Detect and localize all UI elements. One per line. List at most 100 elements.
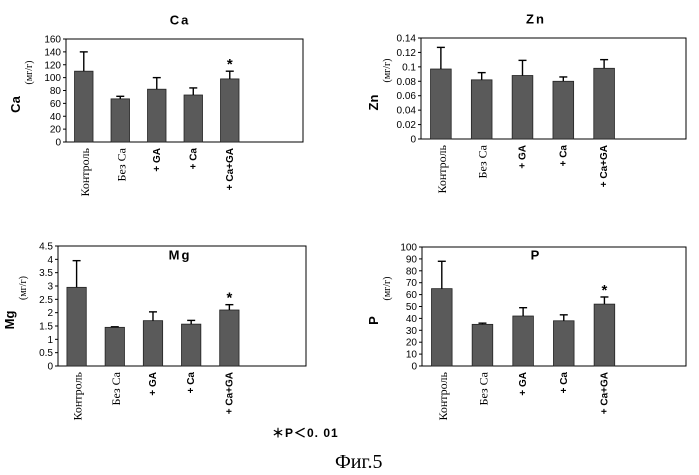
x-category-label: + Ca+GA [599,372,610,414]
significance-star: * [227,56,233,73]
x-category-label: + GA [148,372,159,396]
y-tick-label: 100 [400,243,417,254]
chart-title: P [531,248,542,263]
chart-panel-p: P P (мг/г) 0102030405060708090100 Контроль Бе… [366,243,686,421]
y-tick-label: 20 [406,338,418,349]
bar [594,68,615,139]
y-tick-label: 90 [406,254,418,265]
x-category-label: + Ca [558,145,569,167]
x-category-label: + GA [518,372,529,396]
y-tick-label: 80 [50,86,62,97]
x-category-label: Контроль [436,371,450,420]
x-category-label: + GA [152,148,163,172]
y-axis-label: Zn [366,95,381,111]
y-axis-label: P [366,316,381,325]
y-tick-label: 20 [50,125,62,136]
y-tick-label: 0.1 [402,62,416,73]
y-tick-label: 0 [47,362,53,373]
bar [220,310,239,366]
chart-title: Ca [170,13,191,28]
y-axis-unit: (мг/г) [382,59,393,83]
y-tick-label: 100 [44,73,61,84]
bar [471,80,492,139]
x-category-label: Без Ca [109,371,123,405]
y-tick-label: 3.5 [39,268,53,279]
y-tick-label: 1 [47,335,53,346]
y-tick-label: 70 [406,278,418,289]
figure-caption: Фиг.5 [335,451,382,473]
y-axis-unit: (мг/г) [24,61,35,85]
x-category-label: Без Ca [476,144,490,178]
y-tick-label: 2 [47,308,53,319]
bar [512,76,533,139]
x-category-label: + Ca+GA [599,145,610,187]
bar [67,287,86,366]
chart-panels: CaCa(мг/г)020406080100120140160КонтрольБ… [2,12,686,421]
x-category-label: + Ca [186,372,197,394]
y-tick-label: 0 [410,135,416,146]
x-category-label: Контроль [435,144,449,193]
bar [105,327,124,366]
x-category-label: + GA [517,145,528,169]
x-category-label: Контроль [78,147,92,196]
chart-panel-ca: CaCa(мг/г)020406080100120140160КонтрольБ… [8,13,303,197]
y-tick-label: 30 [406,326,418,337]
y-tick-label: 140 [44,47,61,58]
y-tick-label: 60 [50,99,62,110]
x-category-label: Контроль [71,371,85,420]
y-axis-label: Ca [8,95,23,112]
bar [184,95,202,142]
x-category-label: + Ca+GA [225,148,236,190]
x-category-label: + Ca [188,148,199,170]
chart-title: Mg [169,248,192,263]
chart-panel-mg: MgMg(мг/г)00.511.522.533.544.5КонтрольБе… [2,242,306,421]
bar [148,89,166,142]
y-tick-label: 0.02 [397,120,417,131]
y-tick-label: 80 [406,266,418,277]
bar [472,324,493,366]
y-axis-unit: (мг/г) [382,277,393,301]
y-tick-label: 1.5 [39,322,53,333]
bar [594,304,615,366]
y-tick-label: 0.14 [397,34,417,45]
bar [75,71,93,142]
bar [513,316,534,366]
y-tick-label: 160 [44,35,61,46]
y-tick-label: 0 [411,362,417,373]
x-category-label: Без Ca [114,147,128,181]
y-tick-label: 50 [406,302,418,313]
bar [182,324,201,366]
bar [221,79,239,142]
y-tick-label: 0.04 [397,106,417,117]
y-tick-label: 40 [50,112,62,123]
y-tick-label: 0.08 [397,77,417,88]
chart-panel-zn: ZnZn(мг/г)00.020.040.060.080.10.120.14Ко… [366,12,686,194]
y-axis-unit: (мг/г) [18,276,29,300]
bar [553,81,574,139]
bar [432,289,453,366]
y-tick-label: 3 [47,282,53,293]
bar [111,99,129,142]
y-tick-label: 10 [406,350,418,361]
y-tick-label: 40 [406,314,418,325]
significance-note: ＊P＜0. 01 [272,426,339,440]
significance-star: * [226,290,232,307]
y-tick-label: 4 [47,255,53,266]
y-tick-label: 0.5 [39,348,53,359]
bar [553,321,574,366]
y-tick-label: 2.5 [39,295,53,306]
y-tick-label: 120 [44,60,61,71]
bar [143,321,162,366]
y-tick-label: 4.5 [39,242,53,253]
y-tick-label: 60 [406,290,418,301]
chart-title: Zn [526,12,546,27]
y-tick-label: 0.12 [397,48,417,59]
bar [431,69,452,139]
x-category-label: Без Ca [476,371,490,405]
significance-star: * [602,282,608,299]
y-axis-label: Mg [2,311,17,330]
y-tick-label: 0 [55,138,61,149]
x-category-label: + Ca+GA [224,372,235,414]
x-category-label: + Ca [559,372,570,394]
